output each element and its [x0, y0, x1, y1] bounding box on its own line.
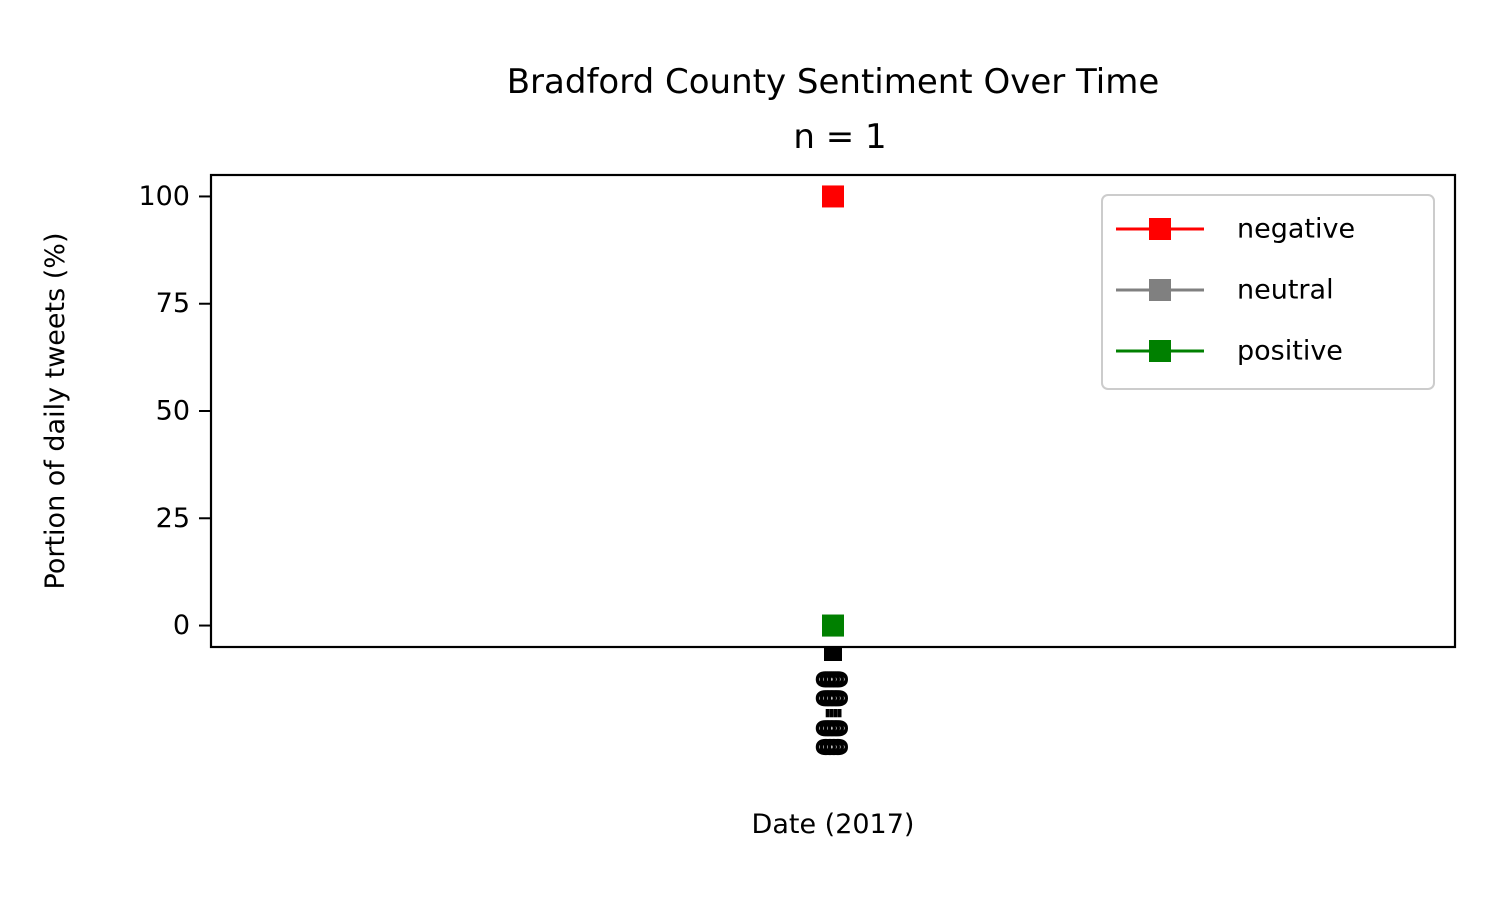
y-axis: 0 25 50 75 100: [138, 181, 211, 641]
marker-negative: [822, 185, 844, 208]
legend-marker-negative: [1149, 218, 1171, 240]
y-tick-label: 50: [156, 396, 190, 427]
y-axis-label: Portion of daily tweets (%): [40, 233, 71, 590]
chart-subtitle: n = 1: [793, 117, 886, 157]
legend-label-positive: positive: [1237, 336, 1343, 367]
legend-marker-neutral: [1149, 279, 1171, 301]
y-tick-label: 75: [156, 288, 190, 319]
legend-frame: [1101, 194, 1435, 390]
legend-label-negative: negative: [1237, 214, 1355, 245]
legend: negative neutral positive: [1101, 194, 1435, 390]
y-tick-label: 0: [173, 610, 190, 641]
y-tick-label: 25: [156, 503, 190, 534]
y-tick-label: 100: [138, 181, 190, 212]
legend-marker-positive: [1149, 340, 1171, 362]
marker-positive: [822, 614, 844, 637]
x-tick-label: 00-00: [812, 670, 843, 756]
legend-label-neutral: neutral: [1237, 275, 1334, 306]
chart-title: Bradford County Sentiment Over Time: [507, 62, 1160, 102]
x-tick-label: 00-00: [820, 670, 851, 756]
x-axis-label: Date (2017): [752, 809, 915, 840]
x-tick-label: 00-00: [816, 670, 847, 756]
x-tick-cluster: [824, 647, 842, 661]
data-markers: [822, 185, 844, 637]
x-tick-label: 00-00: [824, 670, 855, 756]
